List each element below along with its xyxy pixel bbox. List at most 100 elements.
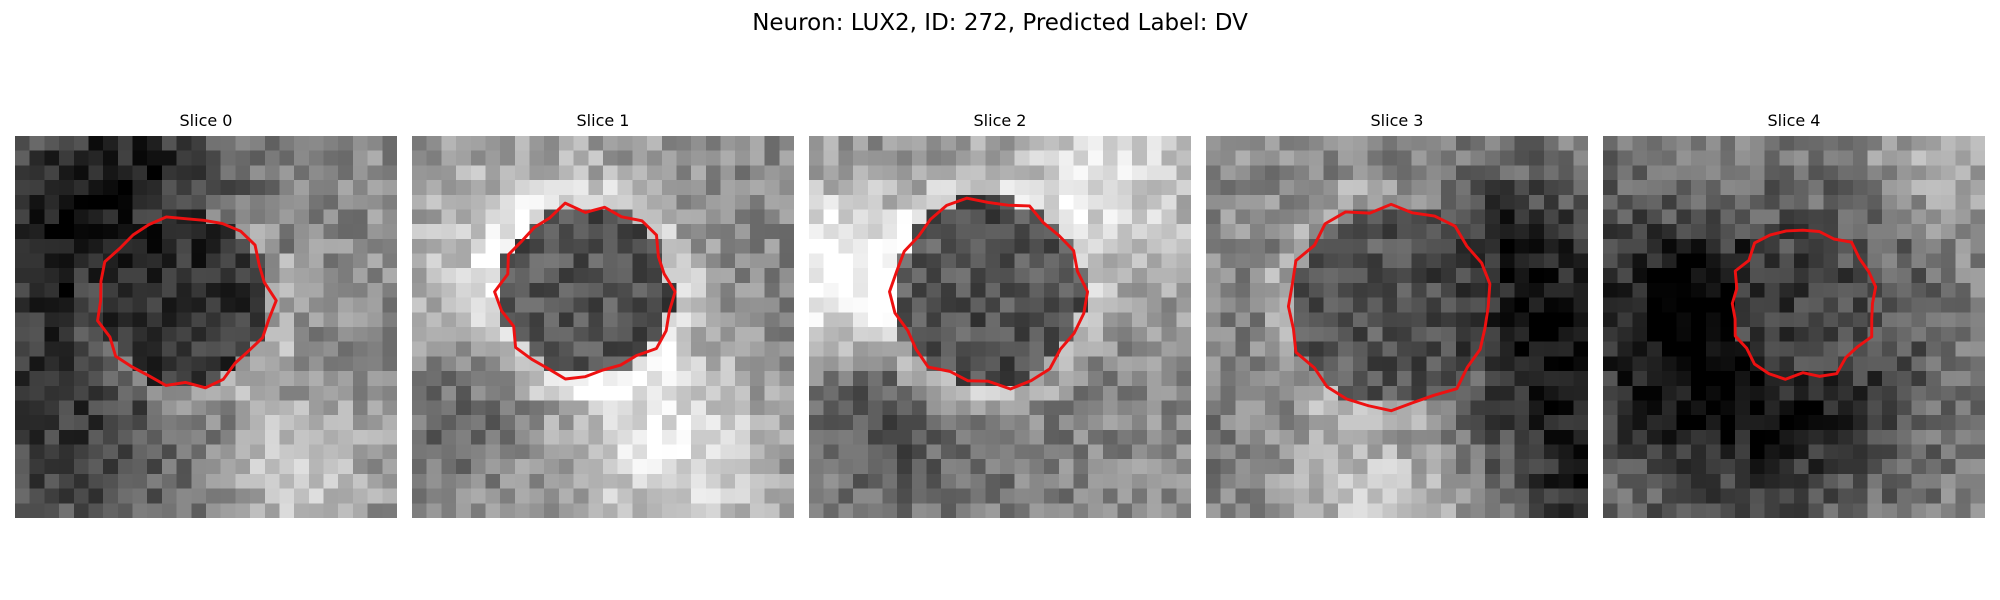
pixel: [1088, 224, 1104, 240]
pixel: [1617, 429, 1633, 445]
pixel: [1338, 444, 1354, 460]
pixel: [250, 150, 266, 166]
pixel: [1426, 194, 1442, 210]
pixel: [1779, 503, 1795, 518]
pixel: [308, 503, 324, 518]
pixel: [632, 473, 648, 489]
pixel: [1896, 224, 1912, 240]
pixel: [514, 150, 530, 166]
pixel: [352, 297, 368, 313]
pixel: [676, 444, 692, 460]
pixel: [1823, 209, 1839, 225]
pixel: [1617, 400, 1633, 416]
pixel: [485, 356, 501, 372]
pixel: [867, 415, 883, 431]
pixel: [970, 385, 986, 401]
pixel: [691, 194, 707, 210]
pixel: [500, 503, 516, 518]
pixel: [764, 473, 780, 489]
pixel: [749, 356, 765, 372]
pixel: [1632, 224, 1648, 240]
pixel: [161, 327, 177, 342]
pixel: [1691, 282, 1707, 298]
pixel: [661, 194, 677, 210]
pixel: [647, 150, 663, 166]
pixel: [29, 459, 45, 475]
pixel: [1749, 180, 1765, 196]
pixel: [603, 268, 618, 284]
pixel: [44, 371, 60, 387]
pixel: [1382, 356, 1398, 372]
pixel: [1499, 180, 1515, 196]
pixel: [1235, 444, 1251, 460]
pixel: [1764, 136, 1780, 151]
pixel: [985, 385, 1001, 401]
pixel: [955, 459, 971, 475]
pixel: [617, 473, 633, 489]
pixel: [1279, 371, 1295, 387]
pixel: [1088, 238, 1104, 254]
pixel: [352, 356, 368, 372]
pixel: [1352, 224, 1368, 240]
pixel: [323, 503, 339, 518]
pixel: [308, 459, 324, 475]
pixel: [1132, 429, 1148, 445]
pixel: [1073, 238, 1089, 254]
pixel: [73, 238, 89, 254]
pixel: [838, 268, 854, 284]
pixel: [514, 488, 530, 504]
pixel: [1749, 312, 1765, 328]
pixel: [558, 429, 574, 445]
pixel: [1426, 150, 1442, 166]
pixel: [1896, 444, 1912, 460]
pixel: [632, 282, 648, 298]
pixel: [588, 297, 604, 313]
pixel: [1970, 400, 1985, 416]
pixel: [1455, 444, 1471, 460]
pixel: [59, 165, 75, 181]
pixel: [1573, 444, 1588, 460]
pixel: [529, 209, 545, 225]
pixel: [470, 371, 486, 387]
pixel: [191, 473, 207, 489]
pixel: [103, 297, 119, 313]
pixel: [73, 473, 89, 489]
pixel: [764, 224, 780, 240]
pixel: [147, 400, 163, 416]
pixel: [161, 282, 177, 298]
pixel: [1603, 150, 1618, 166]
pixel: [220, 297, 236, 313]
pixel: [911, 385, 927, 401]
pixel: [1029, 136, 1045, 151]
pixel: [1558, 385, 1574, 401]
pixel: [1000, 327, 1015, 342]
pixel: [1676, 415, 1692, 431]
pixel: [1323, 503, 1339, 518]
pixel: [1632, 150, 1648, 166]
pixel: [1323, 312, 1339, 328]
pixel: [941, 444, 957, 460]
pixel: [1911, 356, 1927, 372]
pixel: [441, 327, 457, 342]
pixel: [926, 150, 942, 166]
pixel: [544, 180, 560, 196]
pixel: [838, 429, 854, 445]
pixel: [1397, 224, 1412, 240]
pixel: [853, 180, 869, 196]
pixel: [676, 180, 692, 196]
pixel: [1558, 400, 1574, 416]
pixel: [1250, 503, 1266, 518]
pixel: [206, 503, 221, 518]
pixel: [632, 297, 648, 313]
pixel: [1206, 312, 1221, 328]
pixel: [147, 253, 163, 269]
pixel: [485, 371, 501, 387]
pixel: [1000, 356, 1015, 372]
pixel: [279, 224, 295, 240]
pixel: [926, 180, 942, 196]
pixel: [1514, 297, 1530, 313]
pixel: [1455, 415, 1471, 431]
pixel: [705, 268, 721, 284]
pixel: [1367, 503, 1383, 518]
pixel: [29, 312, 45, 328]
